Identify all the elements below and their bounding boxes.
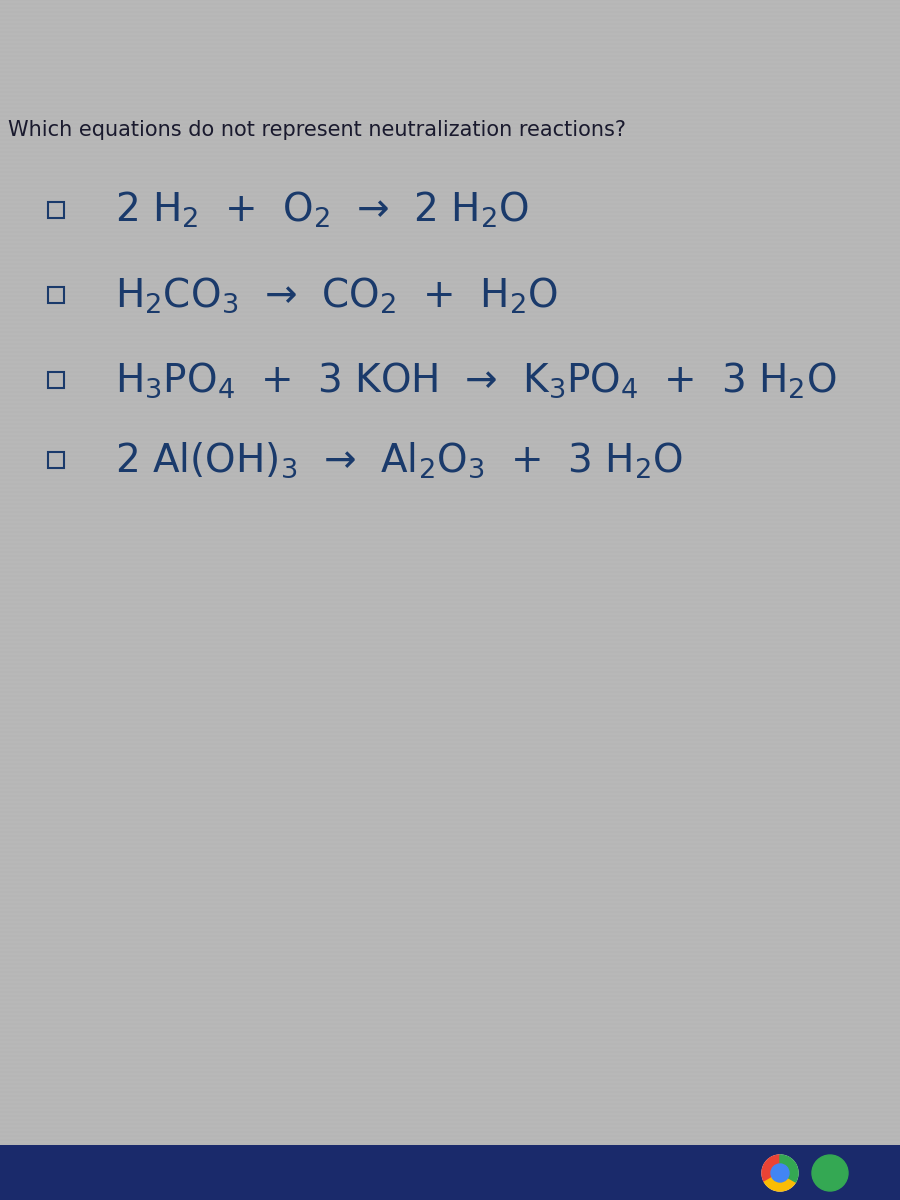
Bar <box>48 372 64 388</box>
Text: 2 H$_2$  +  O$_2$  →  2 H$_2$O: 2 H$_2$ + O$_2$ → 2 H$_2$O <box>115 190 529 230</box>
Circle shape <box>812 1154 848 1190</box>
Circle shape <box>762 1154 798 1190</box>
Bar <box>48 452 64 468</box>
Bar <box>0 1145 900 1200</box>
Bar <box>48 287 64 302</box>
Circle shape <box>771 1164 789 1182</box>
Bar <box>48 202 64 218</box>
Text: Which equations do not represent neutralization reactions?: Which equations do not represent neutral… <box>8 120 626 140</box>
Wedge shape <box>780 1154 798 1182</box>
Wedge shape <box>762 1154 780 1182</box>
Wedge shape <box>764 1174 796 1190</box>
Text: 2 Al(OH)$_3$  →  Al$_2$O$_3$  +  3 H$_2$O: 2 Al(OH)$_3$ → Al$_2$O$_3$ + 3 H$_2$O <box>115 440 683 480</box>
Text: H$_2$CO$_3$  →  CO$_2$  +  H$_2$O: H$_2$CO$_3$ → CO$_2$ + H$_2$O <box>115 275 558 314</box>
Text: H$_3$PO$_4$  +  3 KOH  →  K$_3$PO$_4$  +  3 H$_2$O: H$_3$PO$_4$ + 3 KOH → K$_3$PO$_4$ + 3 H$… <box>115 360 837 400</box>
